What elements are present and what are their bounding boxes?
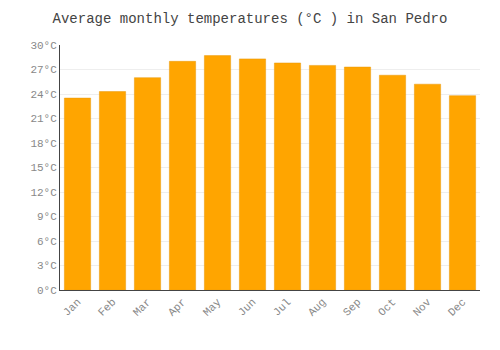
svg-text:21°C: 21°C — [30, 113, 57, 125]
svg-text:Dec: Dec — [446, 296, 468, 318]
svg-text:Oct: Oct — [376, 296, 398, 318]
svg-text:15°C: 15°C — [30, 162, 57, 174]
svg-text:Apr: Apr — [166, 296, 188, 318]
svg-text:24°C: 24°C — [30, 89, 57, 101]
svg-text:18°C: 18°C — [30, 138, 57, 150]
svg-text:0°C: 0°C — [37, 285, 57, 297]
svg-text:Jun: Jun — [236, 296, 258, 318]
svg-text:Sep: Sep — [341, 296, 363, 318]
svg-text:Nov: Nov — [411, 296, 434, 319]
svg-text:6°C: 6°C — [37, 236, 57, 248]
svg-text:Jan: Jan — [61, 296, 83, 318]
svg-text:9°C: 9°C — [37, 211, 57, 223]
svg-text:Aug: Aug — [306, 296, 328, 318]
svg-text:May: May — [201, 296, 224, 319]
svg-text:Mar: Mar — [131, 296, 153, 318]
svg-text:Jul: Jul — [271, 296, 293, 318]
svg-text:30°C: 30°C — [30, 40, 57, 52]
svg-text:Average monthly temperatures (: Average monthly temperatures (°C ) in Sa… — [53, 11, 448, 27]
svg-text:3°C: 3°C — [37, 260, 57, 272]
svg-text:12°C: 12°C — [30, 187, 57, 199]
svg-text:Feb: Feb — [96, 296, 118, 318]
svg-text:27°C: 27°C — [30, 64, 57, 76]
